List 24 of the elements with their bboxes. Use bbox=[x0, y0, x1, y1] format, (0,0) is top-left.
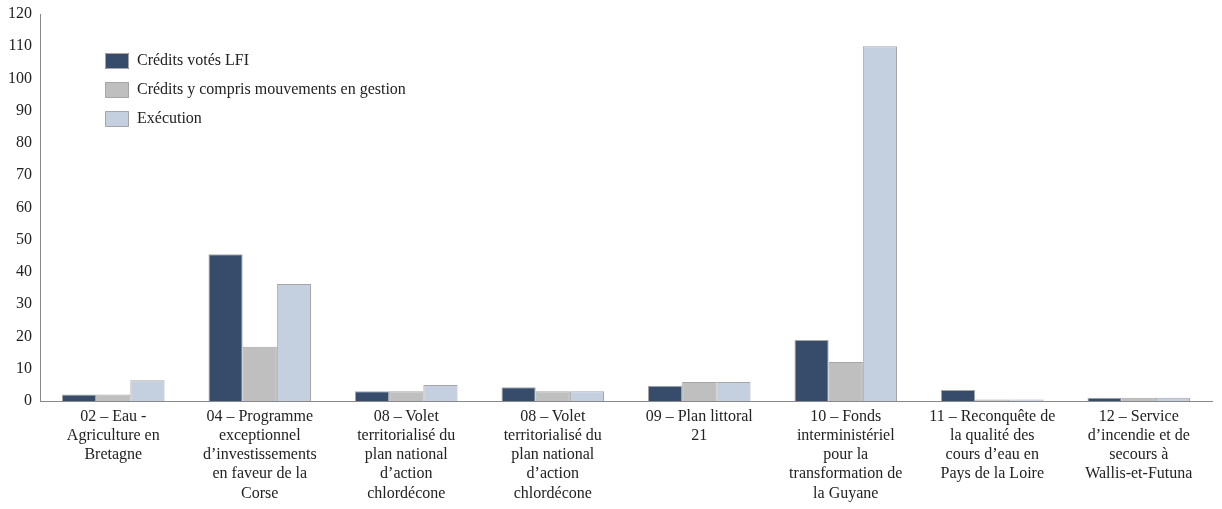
y-tick-label: 120 bbox=[8, 4, 32, 22]
x-tick-label: 10 – Fonds interministériel pour la transformation de la Guyane bbox=[789, 406, 903, 502]
x-tick-label: 11 – Reconquête de la qualité des cours d’eau en Pays de la Loire bbox=[929, 406, 1056, 483]
y-tick-label: 90 bbox=[16, 100, 32, 118]
y-tick-label: 70 bbox=[16, 165, 32, 183]
y-tick-label: 60 bbox=[16, 197, 32, 215]
legend-label: Exécution bbox=[137, 109, 202, 127]
y-tick-label: 110 bbox=[8, 36, 32, 54]
x-tick-label: 02 – Eau - Agriculture en Bretagne bbox=[66, 406, 160, 464]
legend-label: Crédits y compris mouvements en gestion bbox=[137, 80, 406, 99]
x-tick-label: 08 – Volet territorialisé du plan national d’action chlordécone bbox=[357, 406, 456, 501]
y-tick-label: 100 bbox=[8, 68, 32, 86]
x-tick-label: 09 – Plan littoral 21 bbox=[645, 406, 754, 443]
y-tick-label: 80 bbox=[16, 133, 32, 151]
y-tick-label: 0 bbox=[24, 391, 32, 409]
y-tick-label: 10 bbox=[16, 358, 32, 376]
x-tick-label: 08 – Volet territorialisé du plan national d’action chlordécone bbox=[503, 406, 602, 501]
y-tick-label: 30 bbox=[16, 294, 32, 312]
y-tick-label: 40 bbox=[16, 262, 32, 280]
x-tick-label: 04 – Programme exceptionnel d’investissements en faveur de la Corse bbox=[202, 406, 317, 501]
y-tick-label: 20 bbox=[16, 326, 32, 344]
y-tick-label: 50 bbox=[16, 229, 32, 247]
x-tick-label: 12 – Service d’incendie et de secours à Wallis-et-Futuna bbox=[1085, 406, 1193, 482]
legend-label: Crédits votés LFI bbox=[137, 51, 249, 69]
